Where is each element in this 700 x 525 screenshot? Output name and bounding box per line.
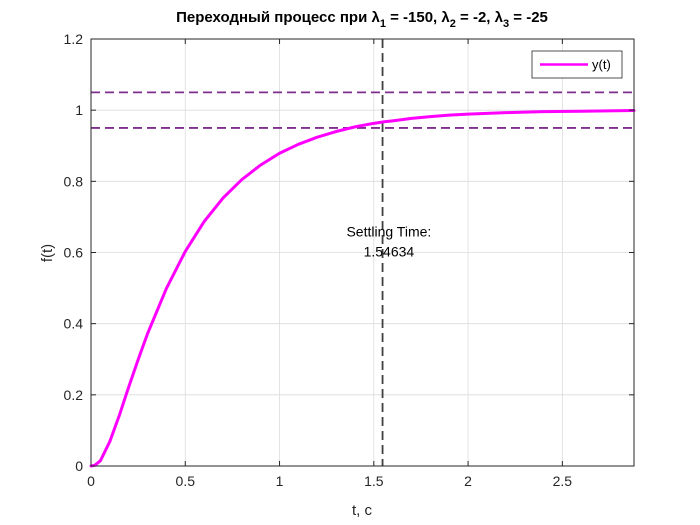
y-axis-label: f(t) [39,244,56,262]
x-axis-label: t, c [352,502,373,519]
tick-labels: 0 0.5 1 1.5 2 2.5 0 0.2 0.4 0.6 0.8 1 1.2 [64,31,573,489]
y-tick-label: 1 [75,102,83,118]
x-tick-label: 0.5 [176,473,196,489]
series-layer [89,109,636,468]
y-tick-label: 0.2 [64,387,84,403]
y-tick-label: 0.6 [64,245,84,261]
y-tick-label: 1.2 [64,31,84,47]
legend-entry: y(t) [592,57,611,72]
y-tick-label: 0.4 [64,316,84,332]
series-line-yt [89,109,636,468]
chart-title: Переходный процесс при λ1 = -150, λ2 = -… [176,9,548,30]
x-tick-label: 0 [87,473,95,489]
annotation-settling-value: 1.54634 [364,243,415,259]
ticks [90,38,634,467]
x-tick-label: 2 [464,473,472,489]
annotation-settling-label: Settling Time: [346,223,431,239]
reference-lines [91,39,634,466]
y-tick-label: 0.8 [64,173,84,189]
x-tick-label: 1 [276,473,284,489]
legend: y(t) [531,50,623,79]
x-tick-label: 2.5 [553,473,573,489]
y-tick-label: 0 [75,458,83,474]
x-tick-label: 1.5 [364,473,384,489]
